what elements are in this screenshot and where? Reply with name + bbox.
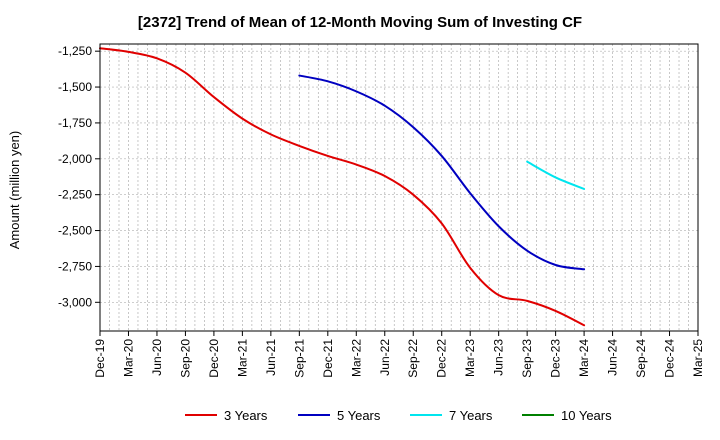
x-tick-label: Dec-22: [435, 339, 449, 378]
x-tick-label: Dec-24: [663, 339, 677, 378]
y-tick-label: -2,750: [58, 259, 92, 273]
series-line-7-years: [526, 160, 586, 190]
legend-label-5-years: 5 Years: [337, 408, 381, 423]
legend-label-3-years: 3 Years: [224, 408, 268, 423]
y-tick-label: -1,250: [58, 44, 92, 58]
plot-background: [100, 44, 698, 331]
x-tick-label: Sep-21: [292, 339, 306, 378]
x-tick-label: Mar-20: [121, 339, 135, 377]
y-tick-label: -2,500: [58, 224, 92, 238]
legend-label-7-years: 7 Years: [449, 408, 493, 423]
x-tick-label: Sep-20: [178, 339, 192, 378]
plot-frame: [99, 43, 699, 332]
x-tick-label: Mar-21: [235, 339, 249, 377]
x-tick-label: Dec-21: [321, 339, 335, 378]
series-line-5-years: [298, 74, 586, 271]
x-axis: Dec-19 Mar-20 Jun-20 Sep-20 Dec-20 Mar-21 Jun-…: [93, 331, 705, 378]
x-tick-label: Mar-22: [349, 339, 363, 377]
y-axis: -1,250 -1,500 -1,750 -2,000 -2,250 -2,500 -2,7…: [58, 44, 100, 309]
x-tick-label: Sep-23: [520, 339, 534, 378]
x-tick-label: Jun-22: [378, 339, 392, 376]
x-tick-label: Jun-24: [606, 339, 620, 376]
x-tick-label: Jun-23: [492, 339, 506, 376]
y-tick-label: -3,000: [58, 295, 92, 309]
x-tick-label: Sep-24: [634, 339, 648, 378]
y-axis-title: Amount (million yen): [7, 131, 22, 250]
x-tick-label: Dec-19: [93, 339, 107, 378]
series-lines: [99, 47, 586, 327]
y-tick-label: -1,500: [58, 80, 92, 94]
legend-label-10-years: 10 Years: [561, 408, 612, 423]
x-tick-label: Dec-20: [207, 339, 221, 378]
x-tick-label: Mar-23: [463, 339, 477, 377]
x-tick-label: Jun-20: [150, 339, 164, 376]
x-tick-label: Jun-21: [264, 339, 278, 376]
legend: 3 Years 5 Years 7 Years 10 Years: [185, 408, 612, 423]
y-tick-label: -1,750: [58, 116, 92, 130]
chart-title: [2372] Trend of Mean of 12-Month Moving …: [137, 14, 583, 31]
x-tick-label: Dec-23: [549, 339, 563, 378]
series-line-3-years: [99, 47, 586, 327]
y-tick-label: -2,250: [58, 188, 92, 202]
x-tick-label: Mar-24: [577, 339, 591, 377]
x-tick-label: Sep-22: [406, 339, 420, 378]
x-tick-label: Mar-25: [691, 339, 705, 377]
y-tick-label: -2,000: [58, 152, 92, 166]
